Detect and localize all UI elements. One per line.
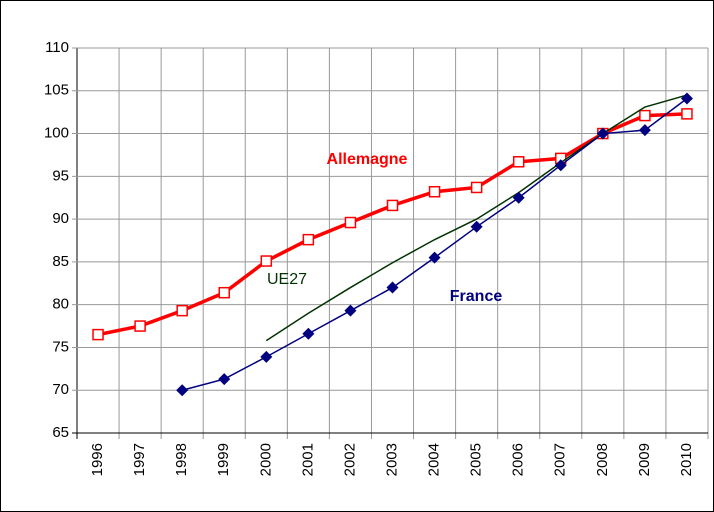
- y-tick-label: 90: [52, 210, 69, 227]
- marker: [680, 92, 693, 105]
- x-tick-label: 2007: [552, 443, 569, 476]
- x-tick-label: 2006: [510, 443, 527, 476]
- y-tick-label: 100: [44, 125, 69, 142]
- x-tick-label: 1996: [89, 443, 106, 476]
- marker: [638, 124, 651, 137]
- marker: [92, 328, 104, 341]
- x-tick-label: 2009: [636, 443, 653, 476]
- marker: [639, 109, 651, 122]
- marker: [302, 233, 315, 246]
- x-tick-label: 2003: [383, 443, 400, 476]
- marker: [344, 216, 357, 229]
- x-tick-label: 2000: [257, 443, 274, 476]
- marker: [428, 185, 441, 198]
- y-tick-label: 110: [45, 39, 69, 56]
- marker: [260, 255, 273, 267]
- marker: [176, 384, 189, 397]
- marker: [218, 286, 230, 299]
- y-tick-label: 80: [52, 296, 69, 313]
- series-line: [265, 94, 688, 342]
- marker: [428, 251, 441, 264]
- x-tick-label: 2005: [468, 443, 485, 476]
- y-tick-label: 65: [52, 424, 69, 441]
- series-label: France: [450, 288, 503, 305]
- marker: [302, 327, 315, 340]
- y-tick-label: 85: [52, 253, 69, 270]
- x-tick-label: 2010: [678, 443, 695, 476]
- y-tick-label: 75: [52, 338, 69, 355]
- x-tick-label: 1999: [215, 443, 232, 476]
- marker: [344, 304, 357, 317]
- series-label: UE27: [267, 271, 307, 288]
- x-tick-label: 2001: [299, 443, 316, 476]
- marker: [681, 108, 693, 120]
- series-label: Allemagne: [327, 151, 408, 168]
- y-tick-label: 95: [52, 167, 69, 184]
- x-tick-label: 1997: [131, 443, 148, 476]
- marker: [386, 199, 399, 212]
- marker: [134, 320, 146, 332]
- marker: [554, 159, 567, 172]
- x-tick-label: 2004: [426, 443, 443, 476]
- marker: [596, 127, 609, 140]
- marker: [512, 156, 525, 168]
- marker: [512, 191, 525, 204]
- y-tick-label: 105: [44, 82, 69, 99]
- marker: [260, 350, 273, 363]
- x-tick-label: 2008: [594, 443, 611, 476]
- marker: [218, 373, 231, 386]
- marker: [470, 220, 483, 233]
- x-tick-label: 1998: [173, 443, 190, 476]
- y-tick-label: 70: [52, 381, 69, 398]
- x-tick-label: 2002: [341, 443, 358, 476]
- marker: [470, 181, 483, 194]
- marker: [386, 281, 399, 294]
- marker: [176, 304, 188, 317]
